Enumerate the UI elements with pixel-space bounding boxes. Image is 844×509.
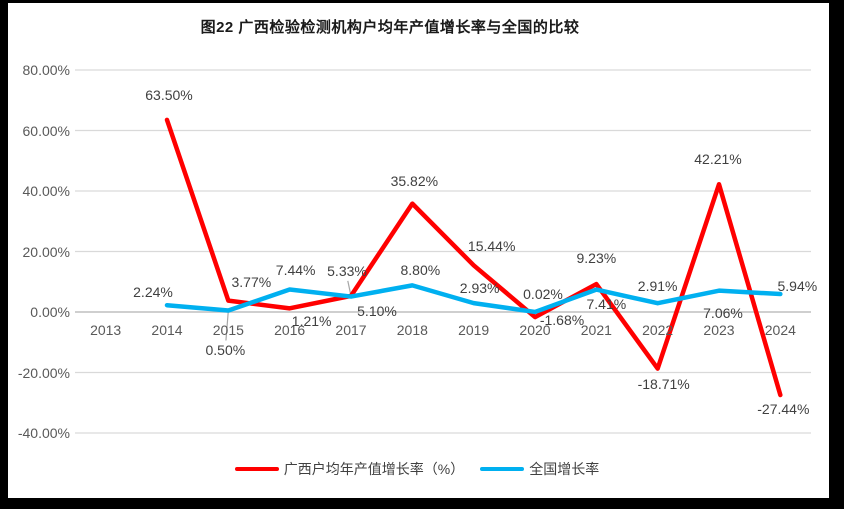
y-tick-label: 0.00% [30, 304, 70, 320]
data-label-national-2018: 8.80% [400, 262, 441, 279]
data-label-guangxi-2021: 9.23% [576, 250, 617, 267]
legend-label-guangxi: 广西户均年产值增长率（%） [283, 461, 465, 477]
legend: 广西户均年产值增长率（%） 全国增长率 [0, 459, 834, 479]
data-label-national-2021: 7.41% [586, 295, 627, 312]
data-label-national-2023: 7.06% [703, 304, 743, 321]
data-label-guangxi-2024: -27.44% [757, 401, 810, 417]
page-border-left [0, 0, 8, 509]
legend-line-guangxi-icon [234, 466, 279, 472]
y-tick-label: 60.00% [22, 122, 70, 139]
data-label-national-2015: 0.50% [205, 342, 246, 359]
data-label-guangxi-2020: -1.68% [539, 312, 585, 329]
x-tick-label: 2020 [519, 322, 551, 338]
data-label-guangxi-2017: 5.33% [327, 262, 367, 279]
x-tick-label: 2015 [212, 322, 244, 338]
x-tick-label: 2013 [90, 322, 122, 338]
x-tick-label: 2014 [151, 322, 183, 338]
data-label-guangxi-2014: 63.50% [145, 86, 193, 103]
x-tick-label: 2021 [580, 322, 612, 338]
data-label-national-2024: 5.94% [777, 278, 818, 295]
x-tick-label: 2017 [335, 322, 367, 338]
data-label-national-2019: 2.93% [459, 280, 500, 297]
x-tick-label: 2019 [458, 322, 490, 338]
data-label-national-2016: 7.44% [275, 262, 316, 279]
legend-line-national-icon [480, 466, 525, 472]
data-label-guangxi-2022: -18.71% [637, 375, 690, 392]
series-line-national [164, 283, 783, 315]
page-border-top [0, 0, 844, 3]
legend-item-guangxi: 广西户均年产值增长率（%） [234, 459, 465, 479]
data-label-guangxi-2023: 42.21% [694, 151, 742, 168]
series-line-guangxi [164, 117, 783, 398]
page-border-right [829, 0, 844, 509]
y-tick-label: 20.00% [22, 243, 70, 260]
data-label-national-2020: 0.02% [523, 285, 563, 302]
x-tick-label: 2018 [396, 322, 428, 338]
legend-item-national: 全国增长率 [480, 459, 599, 479]
page-border-bottom [0, 498, 844, 509]
x-tick-label: 2022 [642, 322, 674, 338]
data-label-guangxi-2018: 35.82% [390, 172, 439, 189]
legend-label-national: 全国增长率 [529, 461, 600, 477]
data-label-national-2017: 5.10% [357, 302, 397, 319]
y-tick-label: -20.00% [17, 364, 70, 381]
x-tick-label: 2016 [274, 322, 306, 338]
y-tick-label: 40.00% [22, 183, 70, 199]
data-label-national-2014: 2.24% [133, 284, 173, 301]
data-label-guangxi-2015: 3.77% [231, 273, 272, 290]
data-label-guangxi-2016: 1.21% [291, 313, 332, 330]
data-label-guangxi-2019: 15.44% [467, 238, 516, 255]
y-tick-label: -40.00% [17, 425, 70, 441]
x-tick-label: 2024 [764, 322, 796, 338]
data-label-national-2022: 2.91% [637, 278, 678, 295]
y-tick-label: 80.00% [22, 62, 70, 78]
label-leader-line [225, 310, 229, 341]
x-tick-label: 2023 [703, 322, 735, 338]
chart-title: 图22 广西检验检测机构户均年产值增长率与全国的比较 [200, 19, 580, 36]
